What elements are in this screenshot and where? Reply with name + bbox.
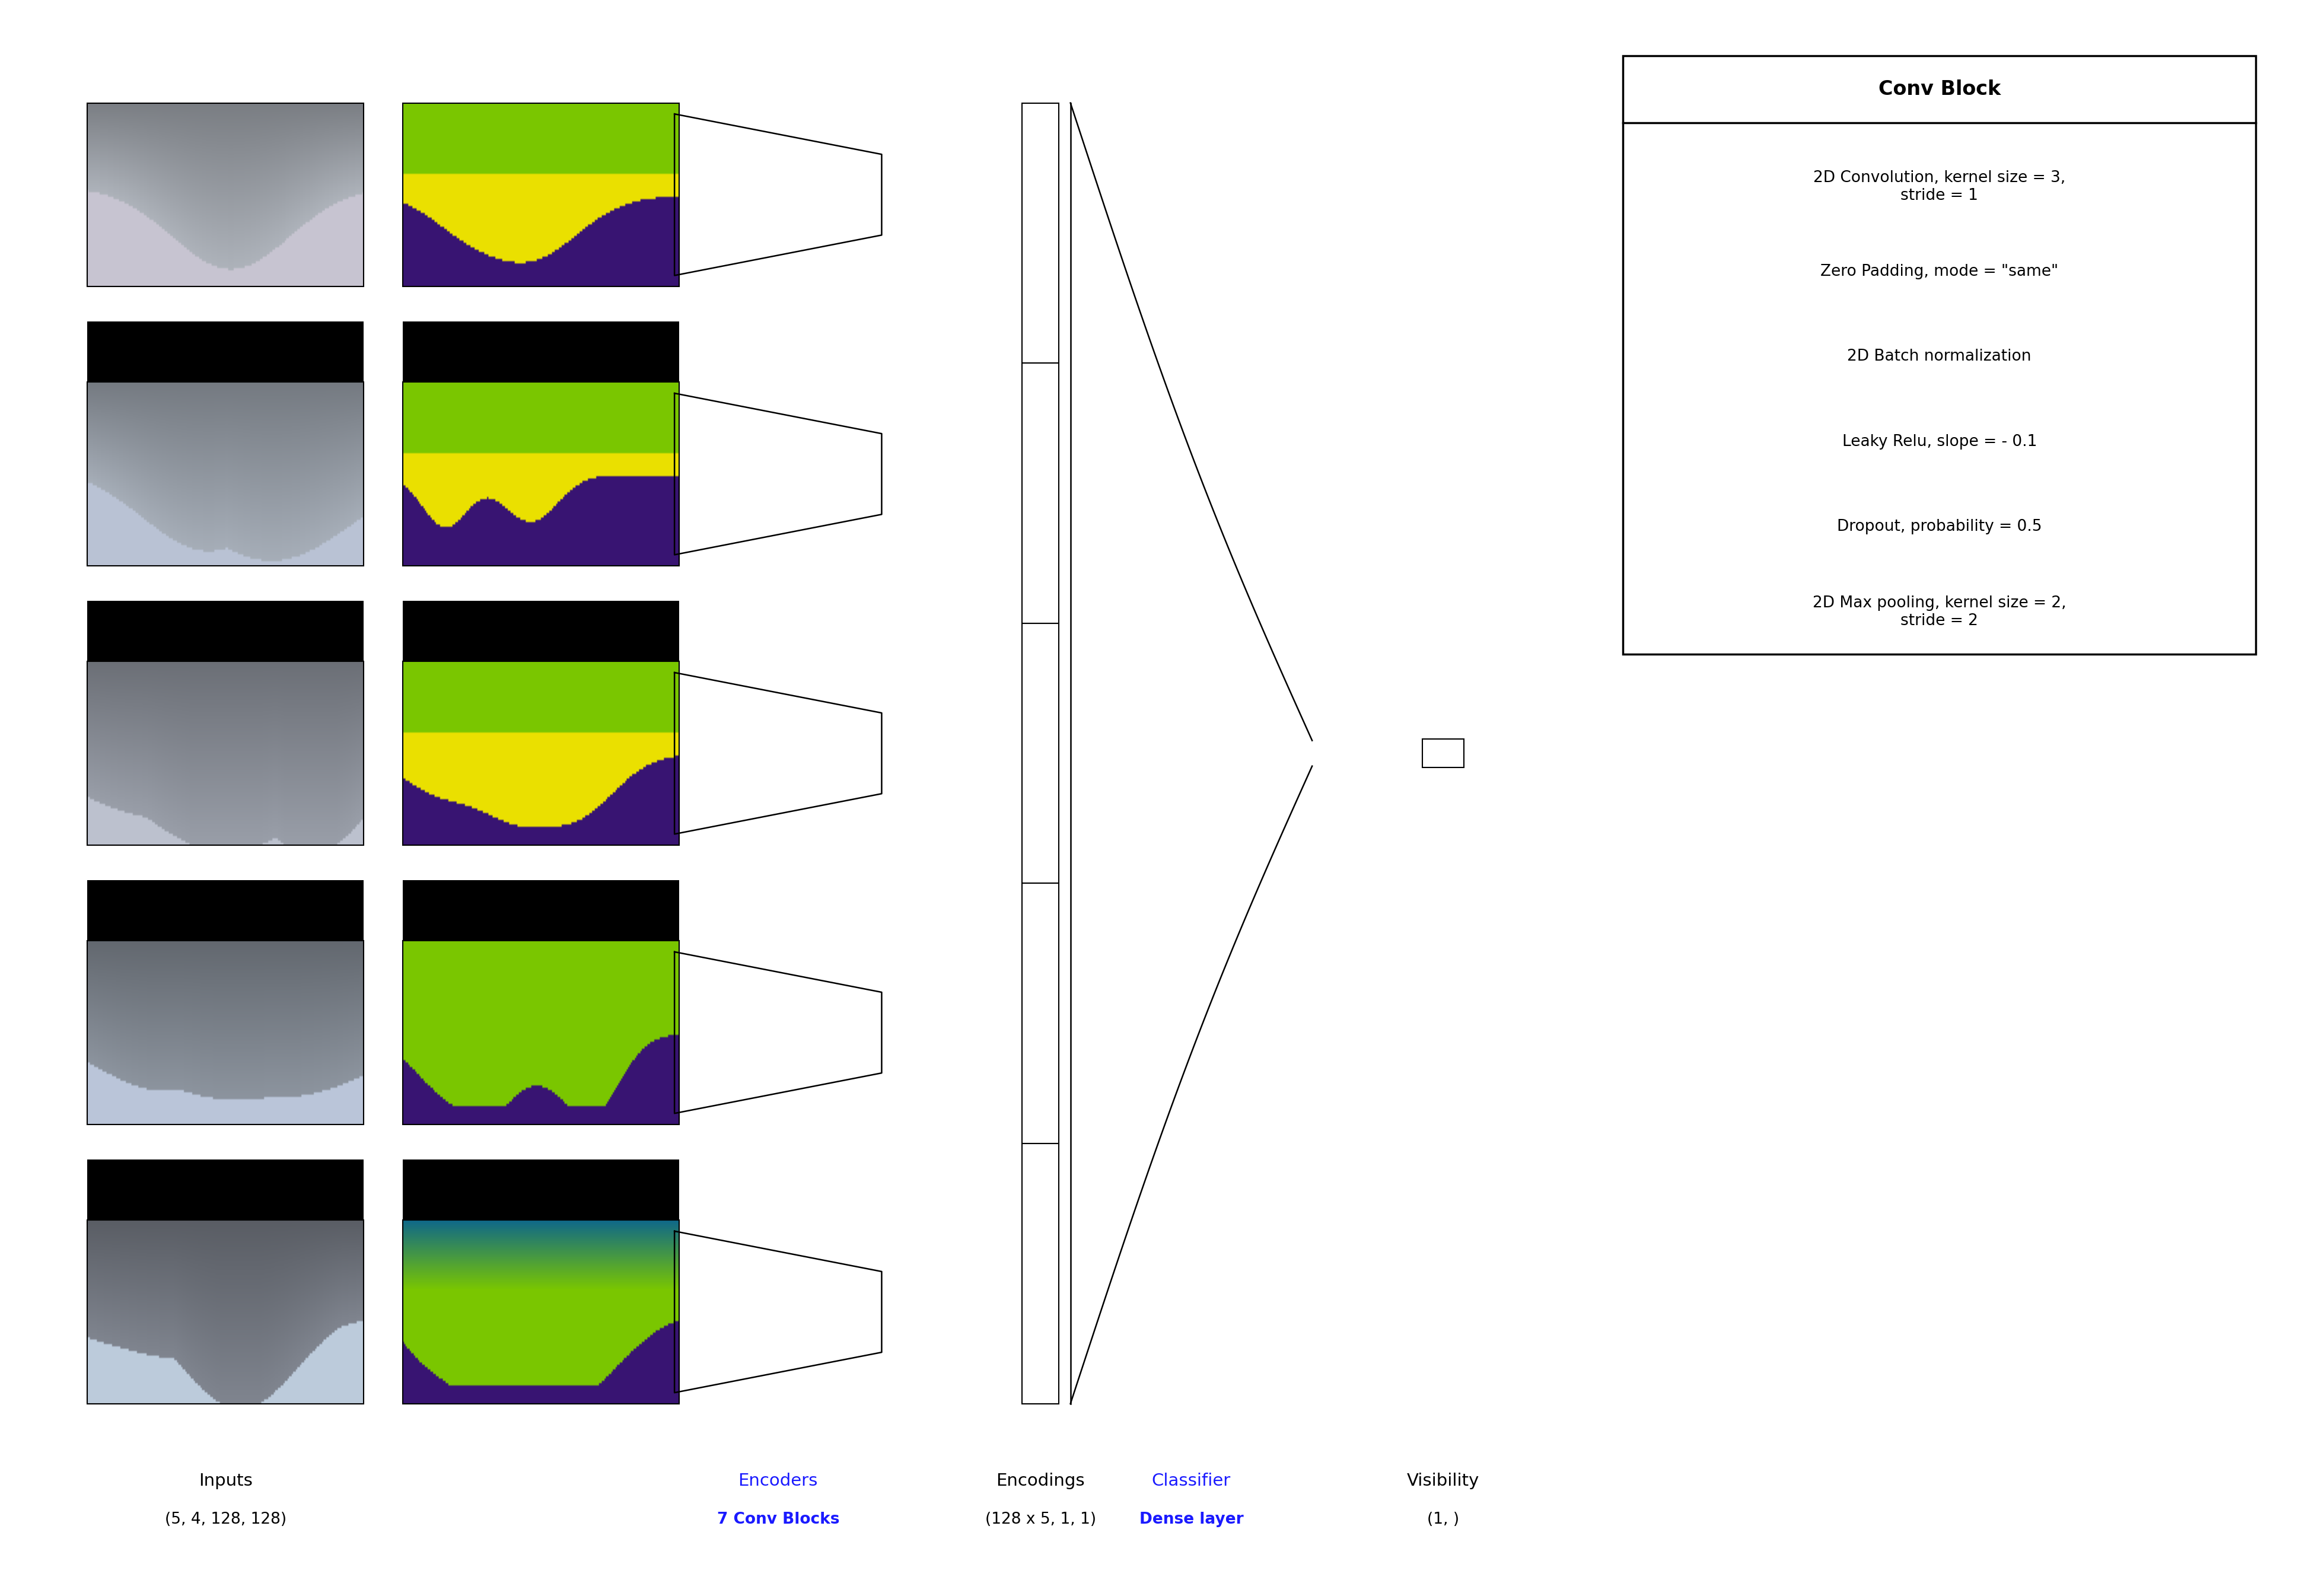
Text: Visibility: Visibility — [1407, 1473, 1480, 1489]
Bar — [1423, 739, 1464, 768]
Text: Encodings: Encodings — [997, 1473, 1084, 1489]
Bar — [1022, 1143, 1059, 1404]
Text: Encoders: Encoders — [739, 1473, 817, 1489]
Text: 2D Max pooling, kernel size = 2,
stride = 2: 2D Max pooling, kernel size = 2, stride … — [1812, 595, 2067, 629]
Text: 7 Conv Blocks: 7 Conv Blocks — [716, 1511, 840, 1527]
Text: (128 x 5, 1, 1): (128 x 5, 1, 1) — [985, 1511, 1096, 1527]
Bar — [87, 102, 364, 287]
Text: Conv Block: Conv Block — [1878, 80, 2000, 99]
Text: 2D Convolution, kernel size = 3,
stride = 1: 2D Convolution, kernel size = 3, stride … — [1814, 171, 2065, 203]
Bar — [87, 942, 364, 1124]
Bar — [403, 942, 679, 1124]
Text: (1, ): (1, ) — [1427, 1511, 1459, 1527]
Bar — [87, 881, 364, 942]
Bar — [403, 661, 679, 846]
Text: (5, 4, 128, 128): (5, 4, 128, 128) — [166, 1511, 285, 1527]
Text: Dropout, probability = 0.5: Dropout, probability = 0.5 — [1837, 519, 2042, 535]
Bar — [87, 600, 364, 661]
Bar — [403, 383, 679, 567]
Bar — [1022, 102, 1059, 362]
Bar — [87, 322, 364, 381]
Bar — [87, 383, 364, 567]
Text: Inputs: Inputs — [198, 1473, 253, 1489]
Bar — [403, 1159, 679, 1219]
Bar — [1022, 362, 1059, 624]
Bar — [87, 661, 364, 846]
Bar — [403, 102, 679, 287]
Bar — [1022, 624, 1059, 884]
Bar — [403, 322, 679, 381]
Text: Dense layer: Dense layer — [1139, 1511, 1243, 1527]
Bar — [87, 1221, 364, 1404]
Bar — [403, 1221, 679, 1404]
Bar — [403, 881, 679, 942]
Text: Leaky Relu, slope = - 0.1: Leaky Relu, slope = - 0.1 — [1842, 434, 2037, 450]
Bar — [1623, 56, 2256, 654]
Text: Zero Padding, mode = "same": Zero Padding, mode = "same" — [1821, 263, 2058, 279]
Bar — [1022, 884, 1059, 1143]
Bar — [403, 600, 679, 661]
Bar — [87, 1159, 364, 1219]
Text: Classifier: Classifier — [1151, 1473, 1232, 1489]
Text: 2D Batch normalization: 2D Batch normalization — [1846, 350, 2033, 364]
